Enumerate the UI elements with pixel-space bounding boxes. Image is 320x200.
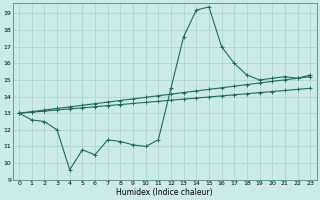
X-axis label: Humidex (Indice chaleur): Humidex (Indice chaleur): [116, 188, 213, 197]
